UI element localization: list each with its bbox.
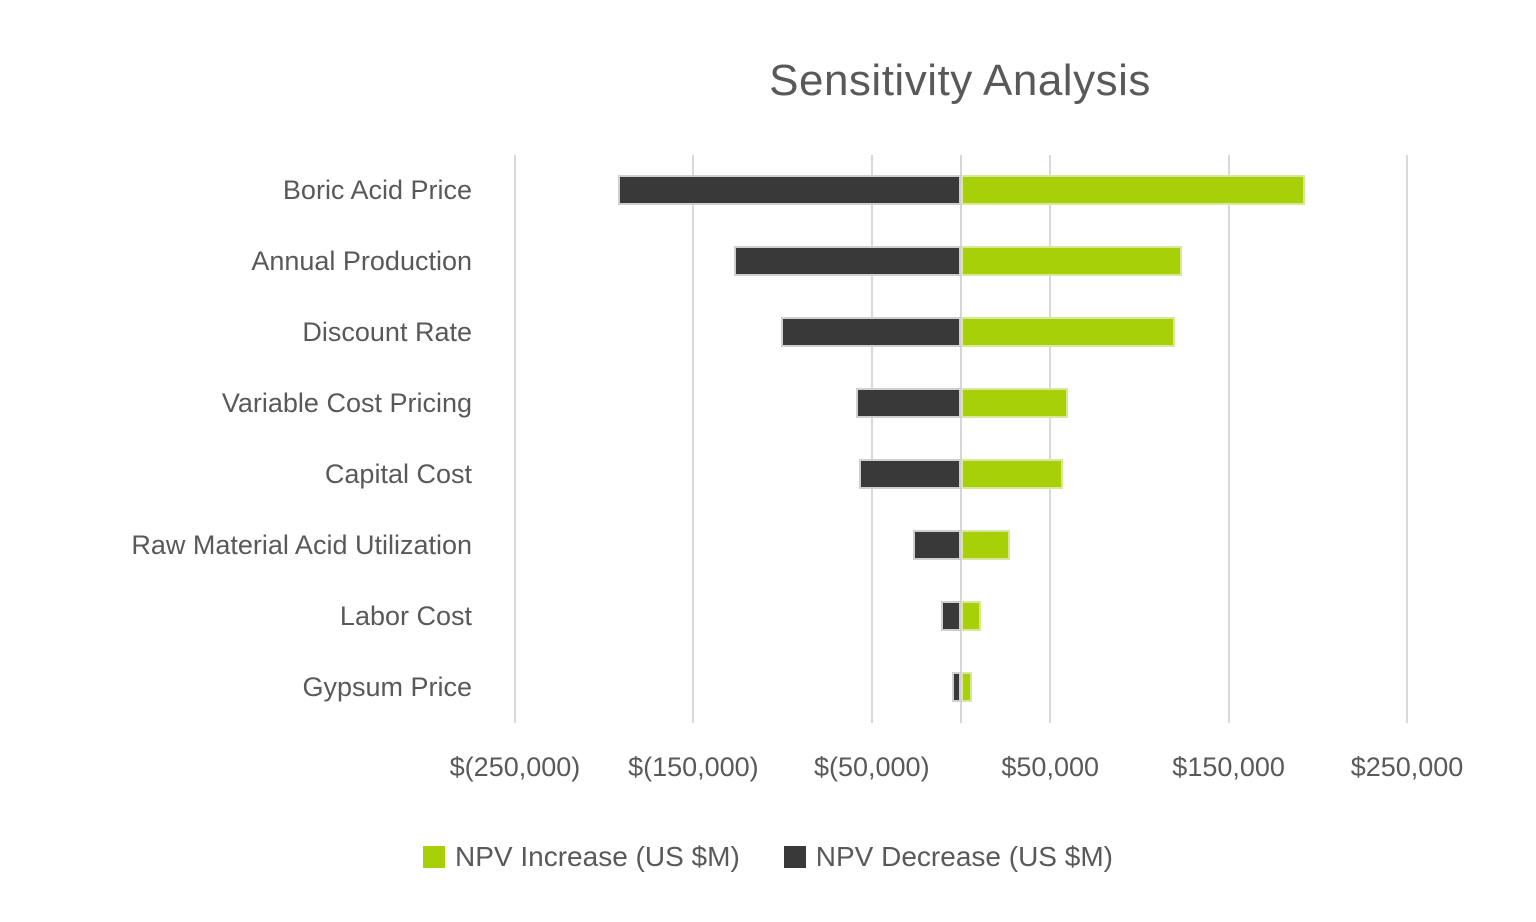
x-axis-tick-label: $(50,000)	[813, 752, 930, 782]
npv-increase-bar	[961, 672, 972, 702]
category-label: Discount Rate	[302, 317, 472, 347]
npv-increase-bar	[961, 246, 1183, 276]
x-axis-tick-label: $250,000	[1350, 752, 1464, 782]
bar-row	[490, 510, 1432, 581]
zero-axis-line	[960, 155, 962, 723]
npv-increase-bar	[961, 530, 1011, 560]
x-axis-tick-label: $(150,000)	[628, 752, 759, 782]
legend-swatch-npv-decrease	[783, 846, 806, 868]
category-label: Boric Acid Price	[282, 175, 472, 205]
bar-row	[490, 652, 1432, 723]
gridline	[513, 155, 516, 723]
gridline	[1049, 155, 1052, 723]
npv-decrease-bar	[859, 459, 961, 489]
category-label: Capital Cost	[324, 459, 472, 489]
npv-decrease-bar	[952, 672, 961, 702]
plot-area	[490, 155, 1432, 723]
legend: NPV Increase (US $M) NPV Decrease (US $M)	[0, 841, 1536, 873]
npv-increase-bar	[961, 175, 1306, 205]
gridline	[692, 155, 695, 723]
x-axis-tick-label: $50,000	[1001, 752, 1100, 782]
npv-decrease-bar	[941, 601, 961, 631]
category-label: Annual Production	[251, 246, 472, 276]
legend-label: NPV Increase (US $M)	[455, 841, 740, 872]
bar-row	[490, 297, 1432, 368]
gridline	[870, 155, 873, 723]
legend-label: NPV Decrease (US $M)	[815, 841, 1113, 872]
x-axis-tick-label: $(250,000)	[449, 752, 581, 782]
category-label: Variable Cost Pricing	[221, 388, 472, 418]
legend-item: NPV Decrease (US $M)	[783, 841, 1113, 873]
npv-increase-bar	[961, 317, 1176, 347]
npv-decrease-bar	[618, 175, 961, 205]
bar-row	[490, 581, 1432, 652]
chart-title: Sensitivity Analysis	[769, 56, 1151, 105]
bar-row	[490, 439, 1432, 510]
npv-decrease-bar	[780, 317, 961, 347]
legend-item: NPV Increase (US $M)	[423, 841, 740, 873]
npv-increase-bar	[961, 388, 1069, 418]
npv-decrease-bar	[734, 246, 961, 276]
category-axis: Boric Acid Price Annual Production Discoun…	[0, 155, 480, 723]
category-label: Raw Material Acid Utilization	[131, 530, 472, 560]
npv-decrease-bar	[912, 530, 961, 560]
bar-row	[490, 226, 1432, 297]
x-axis: $(250,000) $(150,000) $(50,000) $50,000 $150…	[450, 752, 1464, 792]
category-label: Labor Cost	[339, 601, 472, 631]
npv-decrease-bar	[855, 388, 961, 418]
category-label: Gypsum Price	[302, 672, 472, 702]
npv-increase-bar	[961, 459, 1063, 489]
npv-increase-bar	[961, 601, 981, 631]
gridline	[1227, 155, 1230, 723]
x-axis-tick-label: $150,000	[1172, 752, 1285, 782]
legend-swatch-npv-increase	[423, 846, 446, 868]
gridline	[1406, 155, 1409, 723]
bar-row	[490, 155, 1432, 226]
bar-row	[490, 368, 1432, 439]
